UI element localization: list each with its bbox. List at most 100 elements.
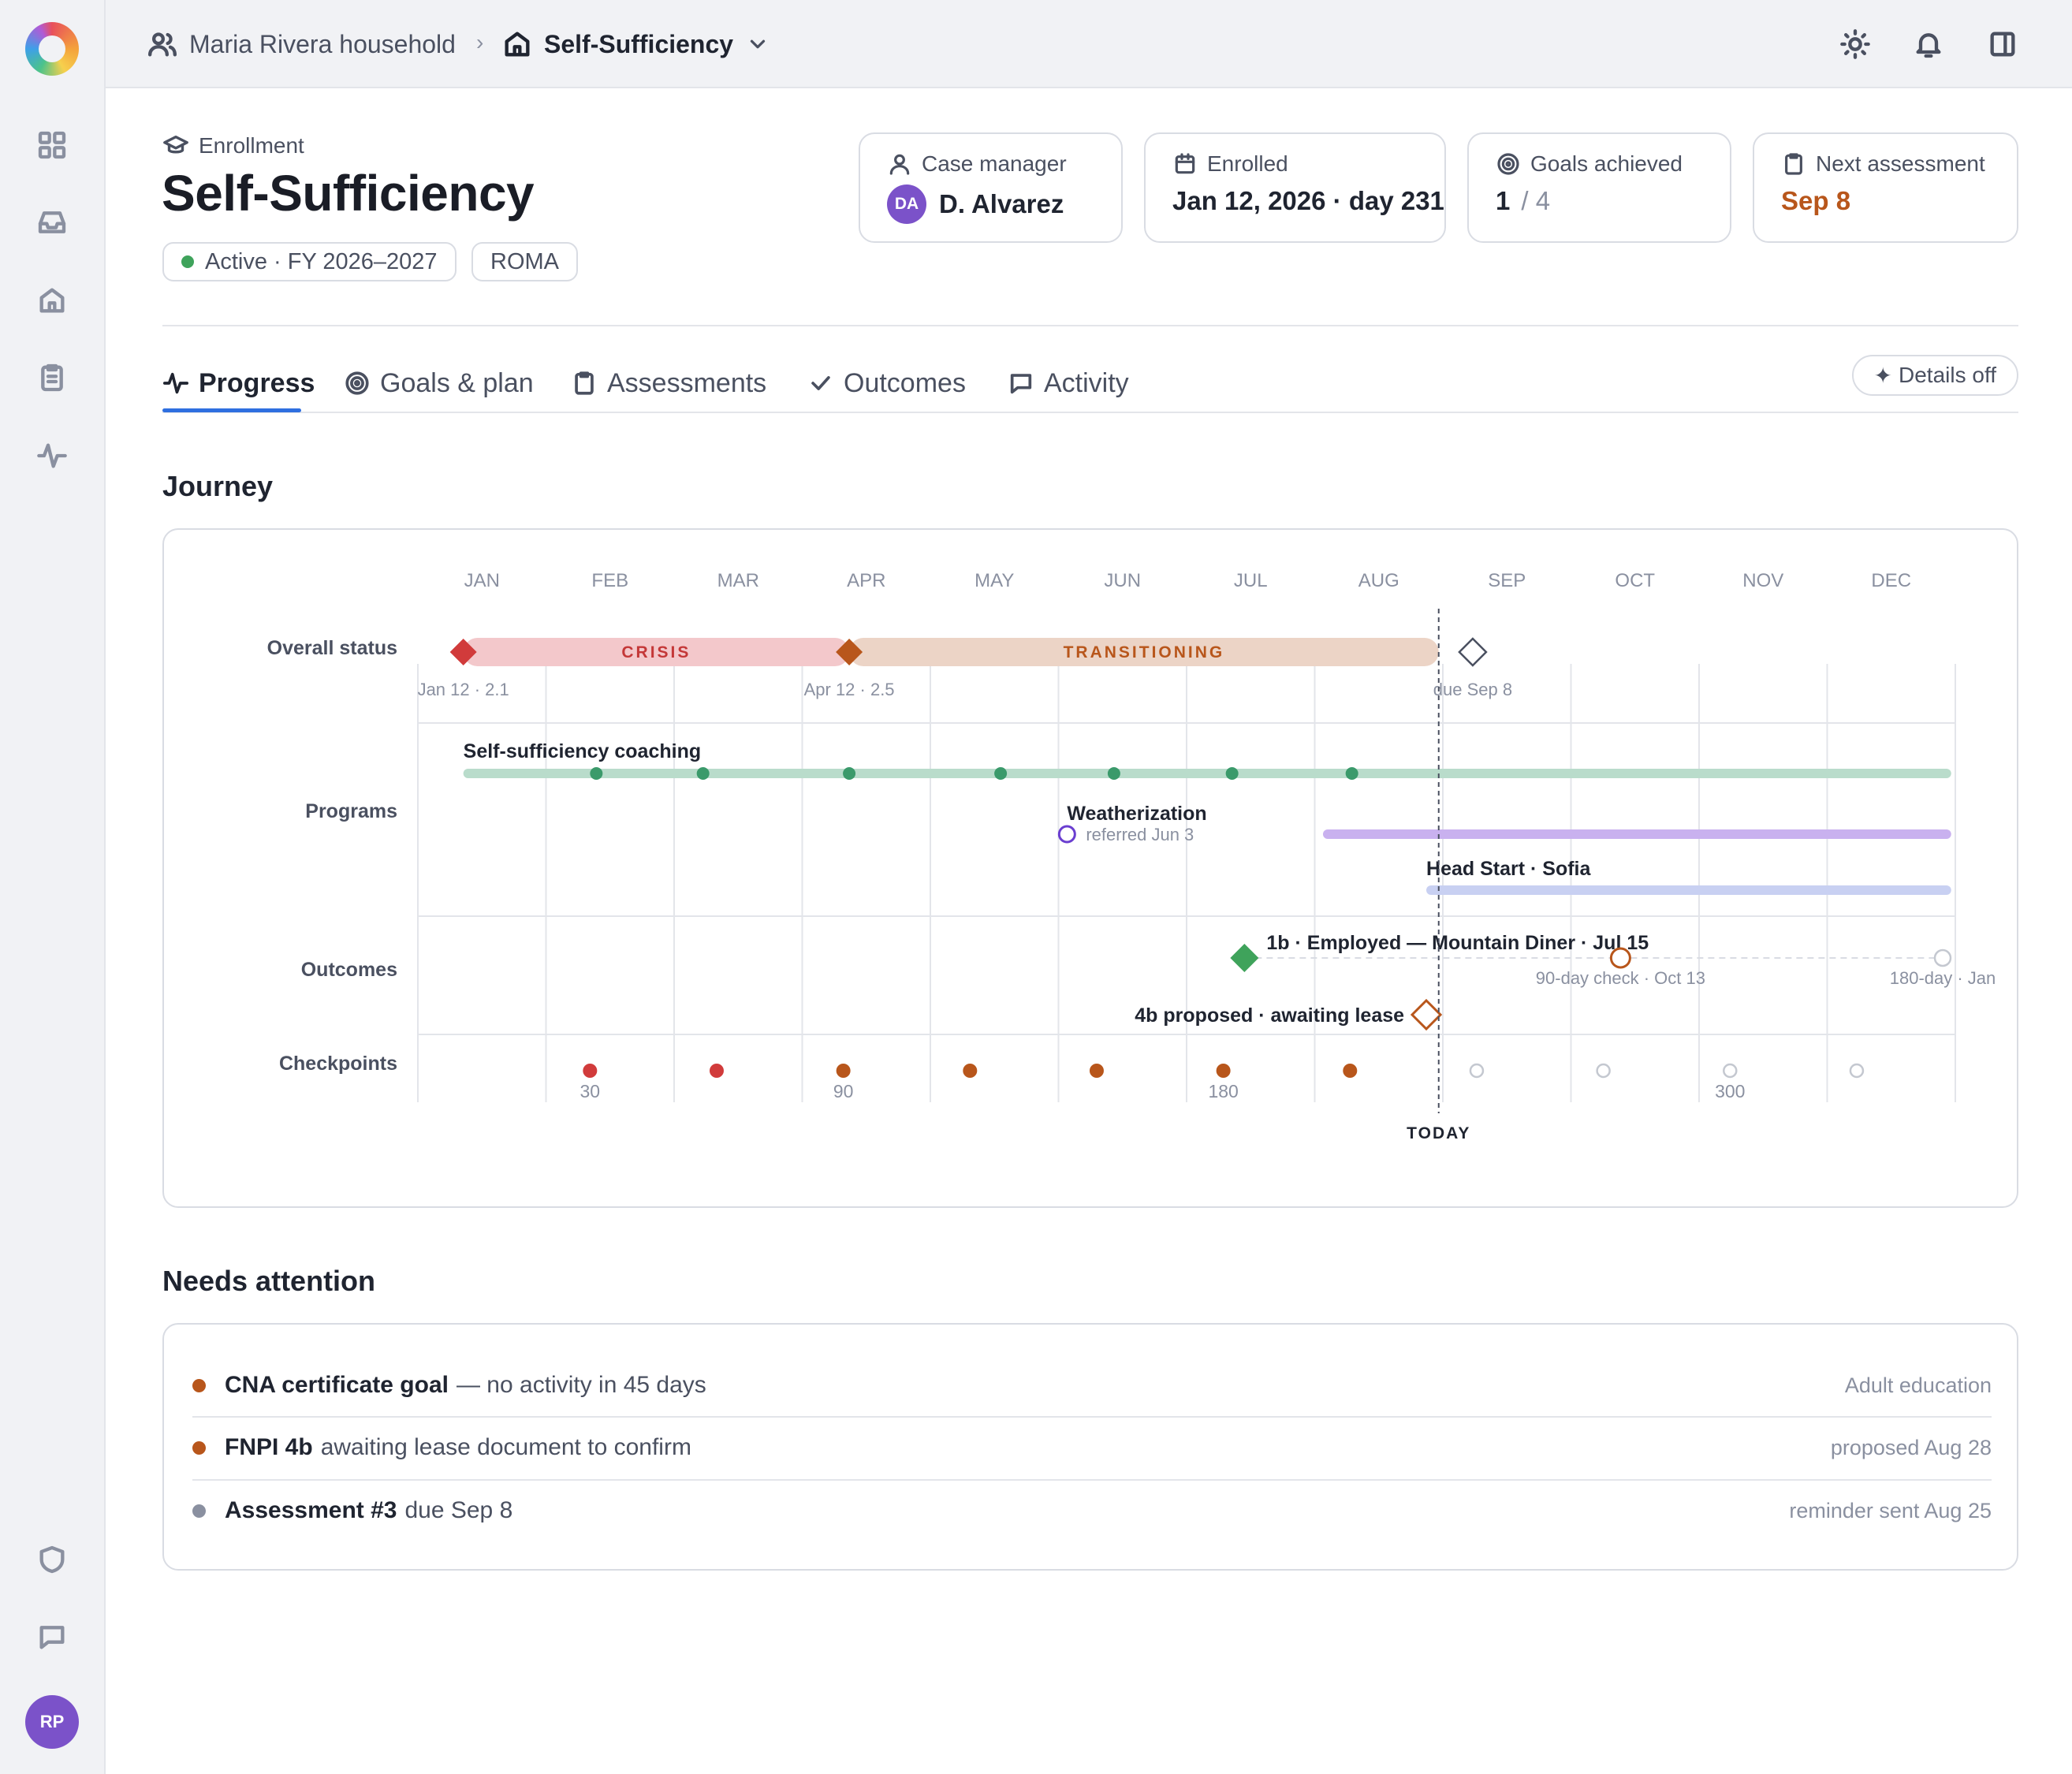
tab-activity[interactable]: Activity — [1008, 358, 1129, 408]
clipboard-list-icon[interactable] — [35, 361, 69, 394]
chevron-down-icon — [750, 39, 766, 49]
program-session-dot — [843, 767, 856, 780]
checkpoint-dot — [1089, 1064, 1104, 1078]
month-label: AUG — [1358, 570, 1399, 591]
activity-pulse-icon[interactable] — [35, 439, 69, 472]
attention-item[interactable]: CNA certificate goal — no activity in 45… — [192, 1355, 1992, 1416]
theme-toggle-sun-icon[interactable] — [1838, 27, 1873, 61]
checkpoint-dot — [1343, 1064, 1358, 1078]
roma-tag: ROMA — [471, 242, 578, 281]
attention-text: awaiting lease document to confirm — [320, 1434, 691, 1460]
panel-toggle-icon[interactable] — [1985, 27, 2020, 61]
program-label: Weatherization — [1067, 803, 1206, 825]
page-title: Self-Sufficiency — [162, 165, 535, 222]
month-label: NOV — [1742, 570, 1783, 591]
goals-value: 1 / 4 — [1496, 186, 1551, 215]
breadcrumb-household-label: Maria Rivera household — [189, 29, 456, 58]
notifications-bell-icon[interactable] — [1911, 27, 1946, 61]
chat-icon[interactable] — [35, 1620, 69, 1653]
journey-timeline: JAN FEB MAR APR MAY JUN JUL AUG SEP OCT NOV DEC Over… — [267, 570, 1996, 1142]
tab-bar: Progress Goals & plan Assessments Outcom… — [162, 347, 2018, 413]
breadcrumb-program-switcher[interactable]: Self-Sufficiency — [501, 25, 770, 63]
tab-progress[interactable]: Progress — [162, 358, 315, 408]
month-label: SEP — [1488, 570, 1526, 591]
needs-attention-card: CNA certificate goal — no activity in 45… — [162, 1323, 2018, 1571]
breadcrumb-household[interactable]: Maria Rivera household — [147, 25, 456, 63]
status-badge: Active · FY 2026–2027 — [162, 242, 457, 281]
outcome-label: 4b proposed · awaiting lease — [1135, 1004, 1404, 1027]
attention-dot — [192, 1504, 206, 1518]
details-toggle-button[interactable]: ✦ Details off — [1851, 355, 2018, 396]
users-icon — [148, 32, 177, 57]
program-bar — [463, 769, 1951, 778]
sparkle-icon: ✦ — [1873, 363, 1892, 388]
status-dot — [181, 255, 194, 268]
user-avatar[interactable]: RP — [25, 1695, 79, 1749]
program-session-dot — [590, 767, 603, 780]
next-assessment-label: Next assessment — [1781, 151, 1985, 177]
app-logo[interactable] — [25, 22, 79, 76]
month-label: MAR — [717, 570, 759, 591]
tab-assessments[interactable]: Assessments — [571, 358, 766, 408]
attention-dot — [192, 1440, 206, 1455]
attention-title: Assessment #3 — [225, 1497, 397, 1523]
program-referral-label: referred Jun 3 — [1086, 825, 1194, 844]
message-icon — [1010, 374, 1032, 394]
status-phase-bar — [849, 638, 1439, 666]
outcome-proposed-diamond — [1410, 998, 1443, 1031]
program-bar — [1322, 829, 1951, 839]
checkpoint-dot — [1849, 1063, 1865, 1079]
check-icon — [811, 376, 830, 390]
month-label: OCT — [1615, 570, 1655, 591]
home-icon — [505, 32, 530, 57]
attention-meta: proposed Aug 28 — [1830, 1435, 1992, 1459]
program-session-dot — [696, 767, 710, 780]
row-label: Programs — [305, 800, 397, 822]
attention-item[interactable]: FNPI 4b awaiting lease document to confi… — [192, 1416, 1992, 1478]
case-manager-avatar: DA — [887, 184, 926, 224]
left-rail: RP — [0, 0, 106, 1774]
checkpoint-label: 300 — [1715, 1081, 1745, 1101]
month-label: JUN — [1104, 570, 1141, 591]
tab-outcomes[interactable]: Outcomes — [807, 358, 966, 408]
today-label: TODAY — [1407, 1124, 1470, 1142]
program-session-dot — [1225, 767, 1239, 780]
status-phase-bar — [463, 638, 850, 666]
case-manager-card[interactable]: Case manager DA D. Alvarez — [859, 132, 1123, 243]
checkpoint-dot — [963, 1064, 978, 1078]
attention-item[interactable]: Assessment #3 due Sep 8 reminder sent Au… — [192, 1479, 1992, 1541]
dashboard-grid-icon[interactable] — [35, 129, 69, 162]
breadcrumb-separator: › — [476, 30, 484, 54]
shield-icon[interactable] — [35, 1543, 69, 1576]
clipboard-icon — [575, 371, 594, 395]
outcome-check-marker — [1609, 947, 1631, 969]
enrolled-label: Enrolled — [1172, 151, 1288, 177]
needs-attention-heading: Needs attention — [162, 1265, 376, 1297]
tab-active-indicator — [162, 408, 301, 412]
inbox-icon[interactable] — [35, 206, 69, 239]
program-bar — [1426, 885, 1951, 895]
month-label: JUL — [1234, 570, 1268, 591]
goals-card[interactable]: Goals achieved 1 / 4 — [1467, 132, 1731, 243]
graduation-cap-icon — [163, 135, 188, 154]
month-label: MAY — [975, 570, 1014, 591]
checkpoint-dot — [1723, 1063, 1738, 1079]
journey-card: JAN FEB MAR APR MAY JUN JUL AUG SEP OCT NOV DEC Over… — [162, 528, 2018, 1208]
activity-icon — [162, 372, 189, 394]
tab-goals-plan[interactable]: Goals & plan — [344, 358, 534, 408]
attention-text: — no activity in 45 days — [456, 1372, 706, 1398]
status-marker-diamond — [449, 639, 477, 665]
next-assessment-card[interactable]: Next assessment Sep 8 — [1753, 132, 2018, 243]
program-session-dot — [1107, 767, 1120, 780]
home-icon[interactable] — [35, 284, 69, 317]
status-marker-diamond — [836, 639, 863, 665]
checkpoint-dot — [836, 1064, 851, 1078]
referral-marker — [1057, 825, 1076, 844]
outcome-check-marker — [1933, 948, 1952, 967]
clipboard-icon — [1785, 153, 1802, 175]
breadcrumb-program-label: Self-Sufficiency — [544, 29, 734, 58]
checkpoint-label: 180 — [1208, 1081, 1238, 1101]
month-label: APR — [847, 570, 885, 591]
next-assessment-label: due Sep 8 — [1433, 680, 1512, 699]
program-session-dot — [1345, 767, 1358, 780]
